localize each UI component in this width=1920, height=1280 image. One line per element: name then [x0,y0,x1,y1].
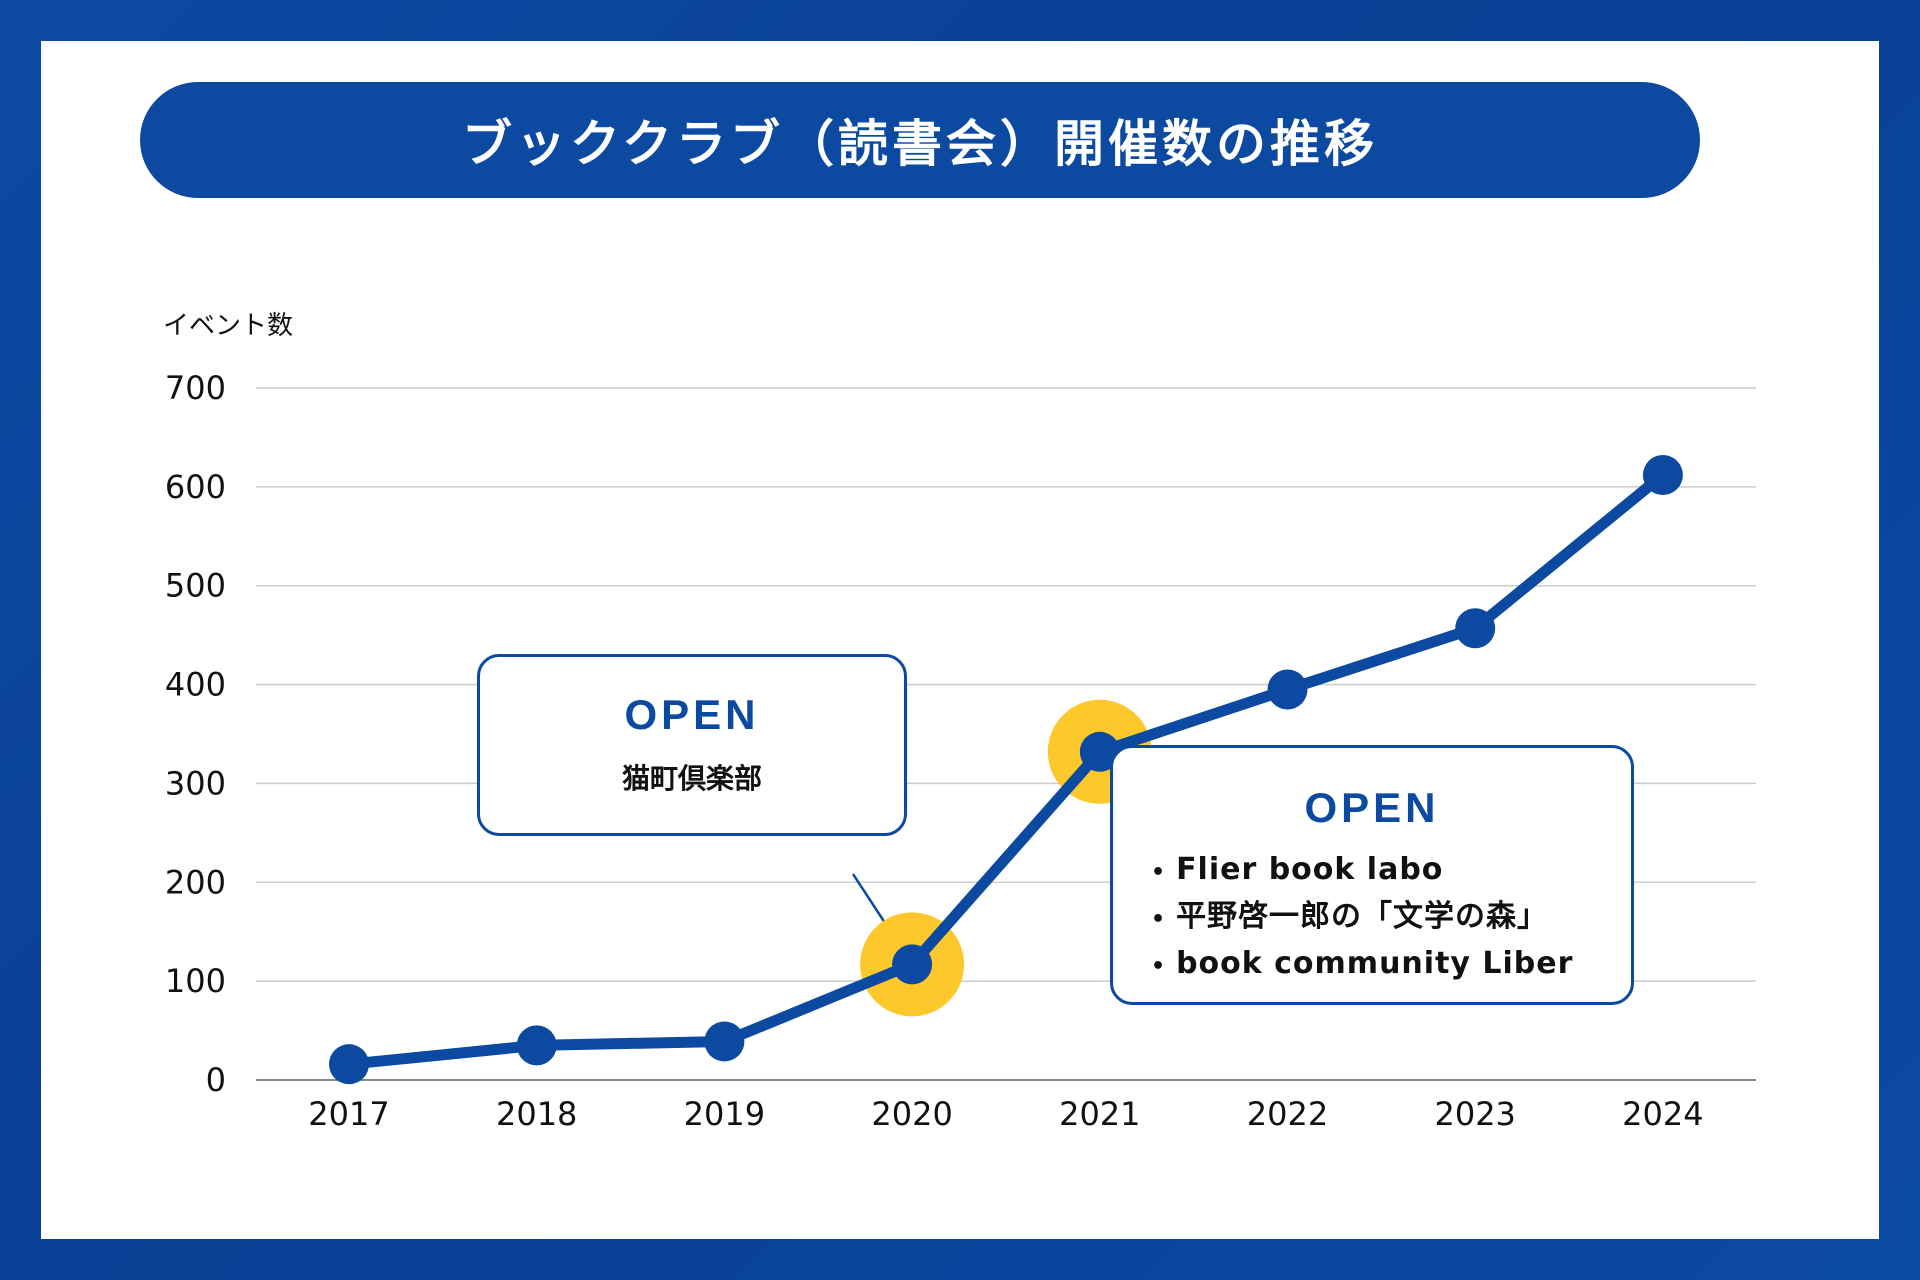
series-line [343,469,1669,1070]
y-tick-label: 300 [165,764,226,802]
x-tick-label: 2019 [684,1095,765,1133]
callout-2021-item: • 平野啓一郎の「文学の森」 [1151,899,1549,934]
data-point [1079,731,1120,772]
data-point [892,944,933,985]
data-point [1267,669,1308,710]
x-tick-label: 2024 [1622,1095,1703,1133]
x-tick-label: 2017 [308,1095,389,1133]
y-tick-label: 200 [165,863,226,901]
callout-2021-list: • Flier book labo • 平野啓一郎の「文学の森」 • book com… [1151,848,1631,989]
data-point [704,1021,745,1062]
callout-2020-heading: OPEN [624,691,760,738]
x-tick-label: 2018 [496,1095,577,1133]
callout-2021: OPEN • Flier book labo • 平野啓一郎の「文学の森」 • boo… [1110,745,1634,1005]
y-tick-label: 500 [165,567,226,605]
callout-2020: OPEN 猫町倶楽部 [477,654,907,836]
x-tick-label: 2020 [871,1095,952,1133]
y-tick-label: 400 [165,666,226,704]
chart-title: ブッククラブ（読書会）開催数の推移 [462,115,1378,173]
callout-2020-item: 猫町倶楽部 [621,762,762,795]
data-point [516,1025,557,1066]
x-tick-label: 2022 [1247,1095,1328,1133]
data-point [1642,454,1683,495]
callout-2021-item: • Flier book labo [1151,852,1444,887]
y-tick-label: 100 [165,962,226,1000]
callout-2021-item: • book community Liber [1151,946,1574,981]
y-tick-label: 600 [165,468,226,506]
chart-title-banner: ブッククラブ（読書会）開催数の推移 [140,82,1700,198]
y-tick-label: 700 [165,369,226,407]
y-tick-label: 0 [206,1061,226,1099]
data-point [1455,608,1496,649]
callout-2021-heading: OPEN [1304,784,1440,831]
x-tick-label: 2023 [1434,1095,1515,1133]
data-point [329,1044,369,1085]
chart-card [41,41,1879,1239]
x-tick-label: 2021 [1059,1095,1140,1133]
y-axis-label: イベント数 [163,311,293,341]
